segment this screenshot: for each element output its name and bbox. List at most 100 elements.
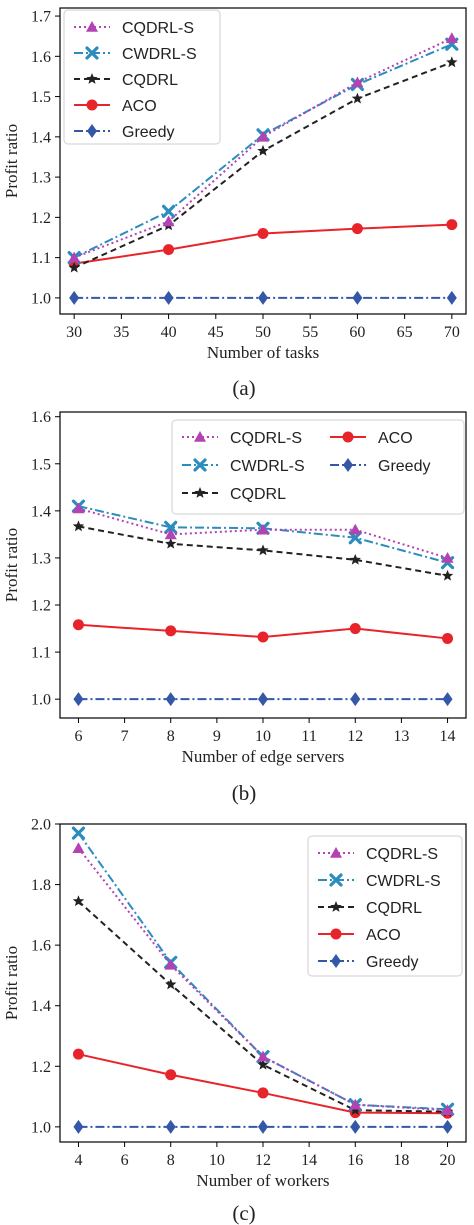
chart-a-series-cqdrl-s-line bbox=[73, 37, 453, 259]
chart-b-legend-item-greedy-marker bbox=[343, 458, 353, 472]
chart-b-x-tick-label: 12 bbox=[347, 728, 363, 745]
chart-b-series-cqdrl-s-point bbox=[72, 502, 85, 514]
chart-a-legend-item-greedy-marker-shape bbox=[87, 124, 97, 138]
chart-c-legend-item-cwdrl-s-label: CWDRL-S bbox=[366, 873, 441, 890]
chart-b-series-cqdrl-s-point-shape bbox=[164, 528, 177, 540]
chart-c-legend-item-aco-label: ACO bbox=[366, 927, 401, 944]
chart-b-series-cqdrl-s-point bbox=[257, 523, 269, 535]
chart-a-series-greedy-point bbox=[258, 290, 268, 305]
chart-b-series-aco-point-shape bbox=[442, 632, 454, 644]
chart-b-series-cwdrl-s-point-shape bbox=[164, 520, 178, 534]
chart-b-series-cqdrl-point-shape bbox=[72, 520, 85, 532]
chart-b-series-cqdrl-point bbox=[165, 537, 177, 549]
chart-a-series-cqdrl-point bbox=[68, 261, 80, 273]
chart-a-legend-item-aco: ACO bbox=[74, 98, 157, 115]
chart-b-series-greedy bbox=[73, 692, 453, 707]
chart-a-series-greedy-point-shape bbox=[352, 290, 363, 305]
chart-c-series-aco-point bbox=[165, 1069, 177, 1081]
chart-c-y-tick-label: 1.4 bbox=[31, 998, 51, 1015]
chart-c-series-greedy-point bbox=[442, 1119, 453, 1134]
chart-c-x-axis-label: Number of workers bbox=[196, 1171, 329, 1190]
chart-c-y-tick-label: 1.0 bbox=[31, 1119, 51, 1136]
chart-b-series-cqdrl bbox=[72, 520, 454, 581]
chart-b-series-cwdrl-s-line bbox=[78, 505, 448, 564]
chart-b-series-aco-point-shape bbox=[72, 619, 84, 631]
chart-b-series-aco-point-shape bbox=[165, 625, 177, 637]
chart-c-x-tick-label: 6 bbox=[121, 1152, 129, 1169]
chart-a-series-cqdrl-s-point bbox=[162, 215, 175, 227]
chart-a-series-greedy-point bbox=[352, 290, 363, 305]
chart-c-caption: (c) bbox=[232, 1201, 255, 1225]
chart-a-series-cqdrl-s-point-shape bbox=[445, 32, 458, 43]
chart-b-series-greedy-point-shape bbox=[73, 692, 84, 707]
chart-a-series-cqdrl-point-shape bbox=[446, 56, 458, 68]
chart-c-legend-item-aco-marker-shape bbox=[330, 928, 342, 940]
chart-c-series-aco-point bbox=[257, 1087, 269, 1099]
chart-b-x-tick-label: 9 bbox=[213, 728, 221, 745]
chart-c-series-cqdrl-point-shape bbox=[349, 1104, 361, 1116]
chart-b-x-tick-label: 14 bbox=[440, 728, 456, 745]
chart-c-series-cqdrl-s-point-shape bbox=[349, 1098, 362, 1110]
chart-c-legend-item-greedy-label: Greedy bbox=[366, 954, 418, 971]
chart-a-series-greedy-point-shape bbox=[69, 290, 80, 305]
chart-a-legend-item-aco-marker-shape bbox=[86, 99, 98, 111]
chart-b-y-tick-label: 1.0 bbox=[31, 692, 51, 709]
chart-c-x-tick-label: 18 bbox=[393, 1152, 409, 1169]
chart-c-legend-item-cqdrl-s: CQDRL-S bbox=[318, 846, 438, 863]
chart-a-series-aco-point-shape bbox=[351, 223, 363, 235]
chart-a-legend-item-cqdrl-s: CQDRL-S bbox=[74, 20, 194, 37]
chart-b-series-cqdrl-line bbox=[78, 525, 448, 577]
chart-c-x-tick-label: 16 bbox=[347, 1152, 363, 1169]
chart-b-legend: CQDRL-S CWDRL-S CQDRL ACO Greedy bbox=[171, 419, 465, 515]
chart-c-legend-item-cqdrl-label: CQDRL bbox=[366, 900, 422, 917]
chart-c-series-cwdrl-s-point-shape bbox=[71, 826, 86, 840]
chart-a-legend-item-cwdrl-s-label: CWDRL-S bbox=[122, 46, 197, 63]
chart-a-series-cwdrl-s-point-shape bbox=[161, 204, 176, 218]
chart-a: 30 35 40 45 50 55 60 65 70 1.0 1.1 1.2 1.3 1.4 1.5 1.6 1… bbox=[2, 7, 467, 400]
chart-c-legend-item-cqdrl: CQDRL bbox=[318, 900, 422, 917]
chart-c-x-tick-label: 14 bbox=[301, 1152, 317, 1169]
chart-b-legend-frame bbox=[171, 419, 465, 515]
chart-a-series-cqdrl-s-point bbox=[445, 32, 458, 43]
chart-b-series-greedy-point-shape bbox=[350, 692, 361, 707]
chart-a-series-cqdrl-s-point bbox=[257, 130, 269, 142]
chart-c-series-greedy-point-shape bbox=[442, 1119, 453, 1134]
chart-a-x-tick-label: 70 bbox=[444, 324, 460, 341]
chart-c-series-cqdrl-point bbox=[72, 895, 85, 907]
chart-c-y-tick-label: 2.0 bbox=[31, 817, 51, 834]
chart-a-series-cqdrl-s-point-shape bbox=[162, 215, 175, 227]
chart-a-series-aco-point-shape bbox=[446, 219, 458, 231]
chart-b-legend-item-cqdrl-s-marker bbox=[194, 431, 206, 442]
chart-a-legend-item-greedy-marker bbox=[87, 124, 97, 138]
chart-a-legend-item-cqdrl-s-marker-shape bbox=[86, 21, 98, 32]
chart-b-y-tick-label: 1.3 bbox=[31, 550, 51, 567]
chart-a-series-cqdrl-point bbox=[446, 56, 458, 68]
chart-b-series-cqdrl-s-point bbox=[441, 551, 454, 563]
chart-b-series-greedy-point bbox=[442, 692, 453, 707]
chart-c-series-cqdrl-line bbox=[77, 900, 448, 1113]
chart-a-legend-item-cqdrl-label: CQDRL bbox=[122, 72, 178, 89]
chart-b-legend-item-cwdrl-s: CWDRL-S bbox=[182, 458, 305, 475]
chart-a-legend-item-cwdrl-s: CWDRL-S bbox=[74, 46, 197, 63]
chart-a-series-cqdrl-s-point bbox=[68, 251, 81, 263]
chart-c-series-greedy-point-shape bbox=[73, 1119, 84, 1134]
chart-c-legend-item-cqdrl-s-marker-shape bbox=[330, 847, 342, 858]
chart-b-legend-item-cwdrl-s-label: CWDRL-S bbox=[230, 458, 305, 475]
chart-a-x-tick-label: 35 bbox=[113, 324, 129, 341]
chart-b-series-greedy-point-shape bbox=[258, 692, 268, 707]
chart-b-series-greedy-point bbox=[350, 692, 361, 707]
chart-b-series-cqdrl-point-shape bbox=[349, 553, 361, 565]
chart-b-y-tick-label: 1.6 bbox=[31, 409, 51, 426]
chart-a-x-tick-label: 30 bbox=[66, 324, 82, 341]
chart-c-legend-frame bbox=[307, 835, 463, 977]
chart-c-legend-item-cwdrl-s-marker-shape bbox=[329, 873, 343, 887]
chart-b-series-cqdrl-point-shape bbox=[257, 544, 269, 556]
chart-c-series-aco-point bbox=[72, 1048, 84, 1060]
chart-b-y-tick-label: 1.1 bbox=[31, 645, 51, 662]
chart-b-series-aco-point-shape bbox=[257, 631, 269, 643]
chart-c-y-tick-label: 1.6 bbox=[31, 938, 51, 955]
chart-a-series-greedy-point bbox=[69, 290, 80, 305]
chart-c-series-cqdrl-s-point-shape bbox=[164, 958, 177, 970]
chart-a-series-cqdrl-s-point-shape bbox=[68, 251, 81, 263]
